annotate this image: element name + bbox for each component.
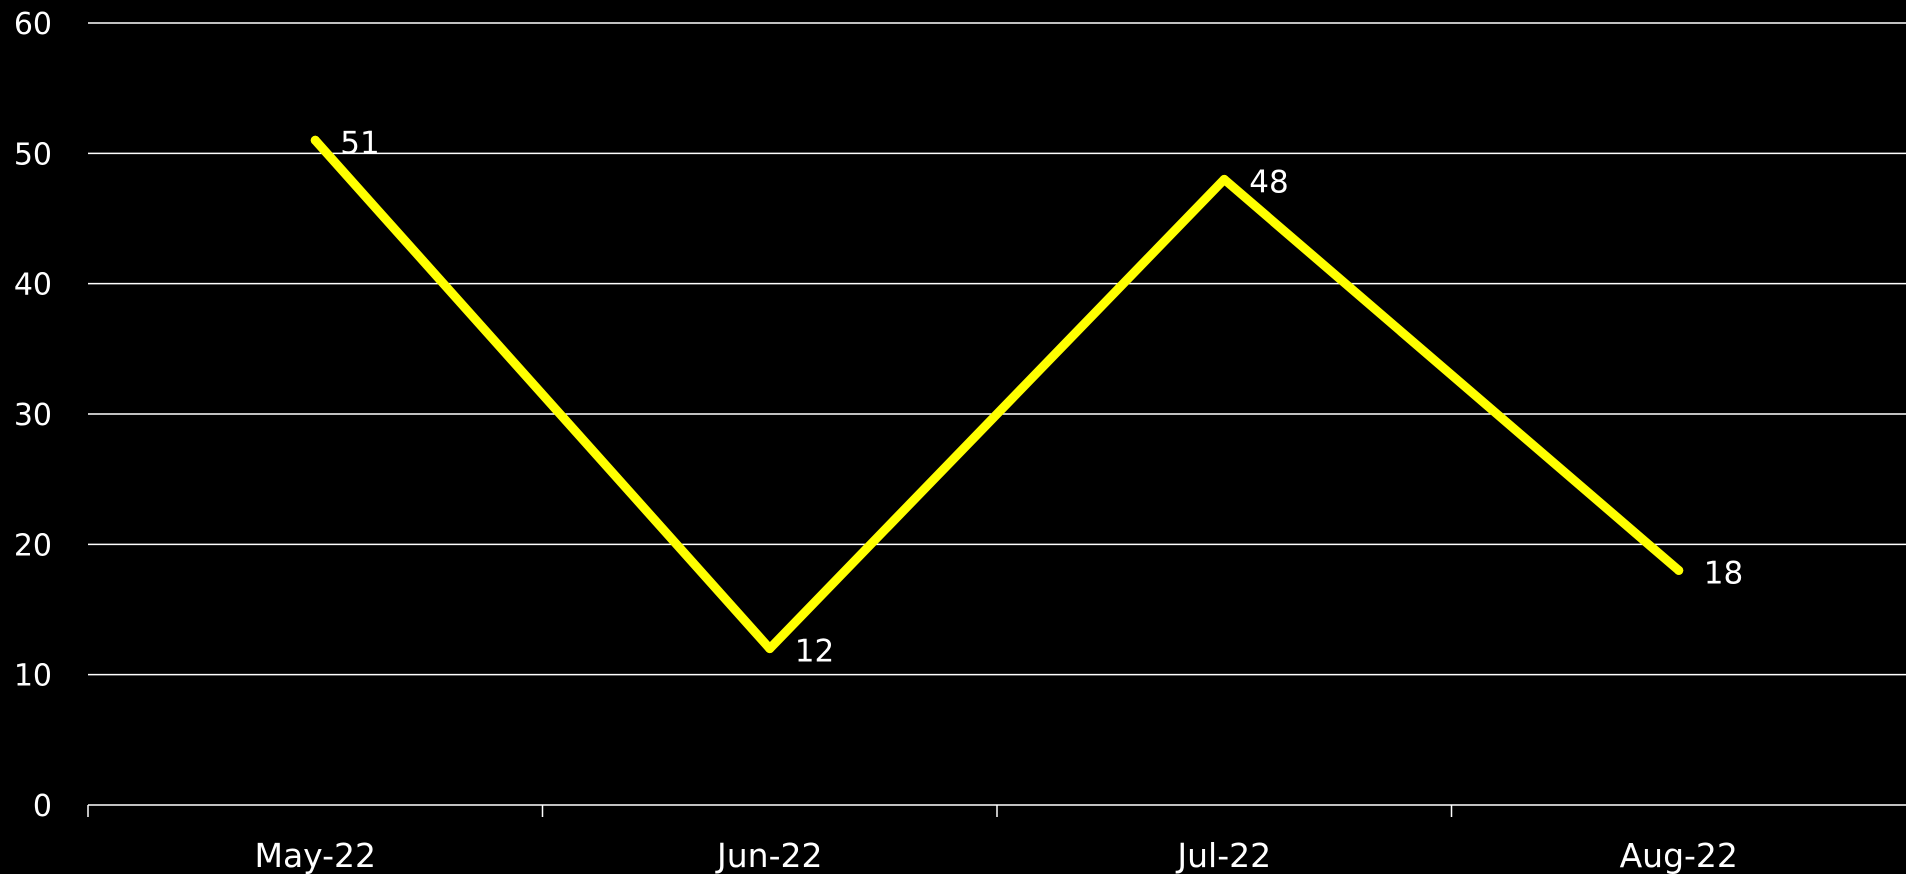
y-tick-label-40: 40	[14, 268, 52, 303]
data-label-0: 51	[340, 125, 379, 161]
x-tick-label-jul-22: Jul-22	[1175, 836, 1271, 874]
y-axis: 0 10 20 30 40 50 60	[14, 7, 52, 824]
x-tick-label-aug-22: Aug-22	[1620, 836, 1738, 874]
data-point-0	[310, 135, 320, 145]
x-tick-label-jun-22: Jun-22	[715, 836, 822, 874]
data-point-2	[1219, 174, 1229, 184]
y-tick-label-20: 20	[14, 528, 52, 563]
y-tick-label-30: 30	[14, 398, 52, 433]
series-line-0	[310, 135, 1684, 654]
data-point-3	[1674, 565, 1684, 575]
y-tick-label-0: 0	[33, 789, 52, 824]
x-tick-label-may-22: May-22	[254, 836, 376, 874]
y-tick-label-60: 60	[14, 7, 52, 42]
data-label-3: 18	[1704, 555, 1743, 591]
y-tick-label-50: 50	[14, 137, 52, 172]
series-group	[310, 135, 1684, 654]
y-tick-label-10: 10	[14, 659, 52, 694]
data-label-2: 48	[1249, 164, 1288, 200]
data-point-1	[765, 644, 775, 654]
x-axis: May-22 Jun-22 Jul-22 Aug-22	[87, 804, 1906, 874]
data-labels: 51 12 48 18	[340, 125, 1743, 669]
data-label-1: 12	[795, 634, 834, 670]
